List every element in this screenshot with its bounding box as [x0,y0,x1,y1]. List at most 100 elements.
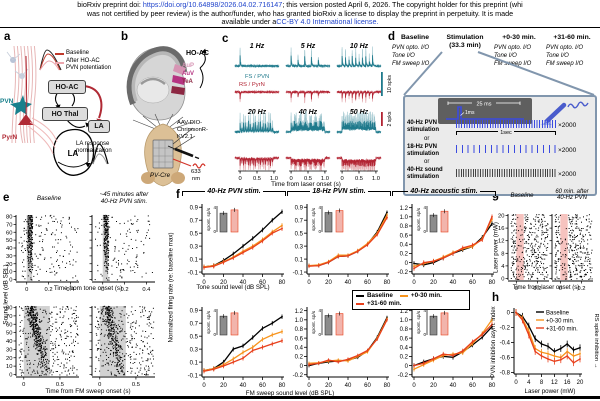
svg-text:20 Hz: 20 Hz [247,109,267,116]
svg-text:0.4: 0.4 [66,287,75,293]
svg-text:0.4: 0.4 [295,345,304,351]
e-xlabel-fm: Time from FM sweep onset (s) [45,388,131,395]
svg-text:0.5: 0.5 [190,231,199,237]
svg-text:+31-60 min.: +31-60 min. [546,327,578,333]
svg-text:0.5: 0.5 [190,334,199,340]
f-legend-early: +0-30 min. [410,292,442,299]
virus-label-3: KV2.1 [177,134,193,140]
f-col2-title-text: 18-Hz PVN stim. [312,188,366,195]
d-or-1: or [424,136,430,142]
la-response-caption-2: normalization [76,148,112,154]
svg-text:0.4: 0.4 [142,287,151,293]
svg-text:4: 4 [423,205,426,210]
svg-text:FS / PVN: FS / PVN [245,74,269,80]
trace-5hz: 5 Hz [284,40,332,109]
svg-text:0: 0 [507,311,511,317]
svg-text:0.5: 0.5 [304,176,312,182]
panel-h-label: h [492,292,500,304]
d-1sec-scalebar: 1sec [456,130,556,136]
svg-text:spont. sp/s: spont. sp/s [311,207,317,231]
trace-50hz: 50 Hz 0 0.5 1.0 [335,106,383,187]
la-box: LA [88,120,110,133]
svg-text:40: 40 [240,280,247,286]
svg-text:0.5: 0.5 [56,382,64,388]
panel-c-label: c [222,33,229,45]
svg-text:40 Hz: 40 Hz [298,109,318,116]
f-fm-18hz-svg: -0.200.20.40.60.81.01.20 20 40 60 8040spont.… [293,307,391,389]
svg-text:50 Hz: 50 Hz [350,109,369,116]
svg-text:-0.2: -0.2 [398,373,409,379]
d-col4-title: +31-60 min. [553,34,591,41]
svg-text:-0.2: -0.2 [398,270,409,276]
d-col4-io3: FM sweep I/O [546,61,584,67]
svg-text:0: 0 [501,277,504,283]
svg-text:10: 10 [6,270,12,276]
svg-text:10 Hz: 10 Hz [350,43,369,50]
f-xlabel-tone: Tone sound level (dB SPL) [196,284,270,291]
d-col4-io2: Tone I/O [546,53,569,59]
svg-text:0: 0 [213,229,216,234]
svg-text:LA: LA [68,149,79,158]
f-fm-40hz-chart: -0.1 0.1 0.3 0.5 0.7 0.9 0 20 40 60 80 4 0 spont. sp/… [180,300,286,401]
svg-text:30: 30 [6,254,12,260]
svg-text:1.2: 1.2 [400,309,409,315]
svg-text:50: 50 [6,238,12,244]
header-pre: bioRxiv preprint doi: [77,0,143,9]
svg-text:10: 10 [6,364,12,370]
g-laser-svg: 20 16 12 8 4 0 0 0.2 0 0.2 [498,214,593,292]
svg-text:5 Hz: 5 Hz [301,43,316,50]
svg-text:1.0: 1.0 [400,318,409,324]
g-xlabel: Time from laser onset (s) [512,285,580,291]
svg-text:1.0: 1.0 [321,176,329,182]
trace-5hz-svg: 5 Hz [285,43,331,104]
trace-10hz: 10 Hz [335,40,383,109]
f-tone-40hz-chart: -0.1 0.1 0.3 0.5 0.7 0.9 0 20 40 60 80 4 0 spont. sp/… [180,197,286,298]
d-col1-title: Baseline [401,34,429,41]
trace-20hz-svg: 20 Hz 0 0.5 1.0 [234,109,280,182]
svg-text:4: 4 [213,308,216,313]
svg-text:8: 8 [540,380,544,386]
fm-raster-pair: 80 70 60 50 40 30 20 10 0 0 0.5 0 0.5 [0,301,172,398]
doi-link[interactable]: https://doi.org/10.64898/2026.04.02.7161… [142,0,283,9]
f-col3-title-text: 40-Hz acoustic stim. [410,188,478,195]
panel-e-label: e [3,192,10,204]
svg-text:0.3: 0.3 [190,244,199,250]
svg-text:spont. sp/s: spont. sp/s [206,310,212,334]
spike-scalebars: 10 spks 2 spks [380,68,396,149]
svg-text:2 spks: 2 spks [387,111,393,126]
f-tone-acoustic-svg: -0.200.20.40.60.81.01.20 20 40 60 8040spont.… [398,204,496,286]
e-title-baseline: Baseline [36,195,62,202]
svg-text:0.7: 0.7 [295,218,304,224]
injection-svg [126,46,207,187]
circuit-diagram: LA [0,30,115,195]
svg-text:0.1: 0.1 [295,257,304,263]
d-row2-count: ×2000 [558,147,577,154]
svg-text:60: 60 [259,383,266,389]
svg-text:20: 20 [220,280,227,286]
svg-text:60: 60 [6,322,12,328]
svg-text:0.1: 0.1 [190,257,199,263]
svg-text:spont. sp/s: spont. sp/s [416,207,422,231]
svg-text:0.8: 0.8 [295,327,304,333]
svg-text:0.4: 0.4 [400,242,409,248]
header-post: ; this version posted April 6, 2026. The… [282,0,523,9]
svg-text:0.7: 0.7 [190,218,199,224]
svg-text:0: 0 [202,280,206,286]
f-fm-18hz-chart: -0.2 0 0.2 0.4 0.6 0.8 1.0 1.2 0 20 40 60 80 4 0 spont.… [285,300,391,401]
header-divider [0,27,600,28]
svg-text:4: 4 [318,205,321,210]
svg-text:-0.4: -0.4 [500,341,511,347]
d-col4-io1: PVN opto. I/O [546,45,584,51]
svg-text:1.2: 1.2 [295,309,304,315]
svg-text:4: 4 [527,380,531,386]
svg-text:0: 0 [22,382,25,388]
hoac-target-label: HO-AC [186,50,209,57]
license-link[interactable]: CC-BY 4.0 International license. [276,17,379,27]
svg-text:80: 80 [6,306,12,312]
d-row1-label: 40-Hz PVN stimulation [407,120,439,133]
h-xlabel: Laser power (mW) [524,388,576,395]
header-line-3-pre: available under a [221,17,277,27]
svg-text:1 Hz: 1 Hz [250,43,265,50]
svg-text:20: 20 [325,383,332,389]
f-legend-late: +31-60 min. [367,300,402,307]
